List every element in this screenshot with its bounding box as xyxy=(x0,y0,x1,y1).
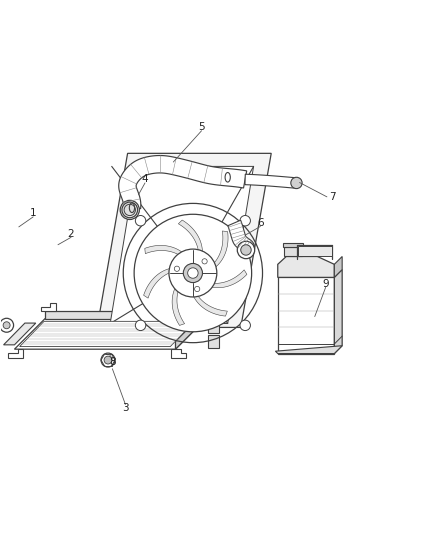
Polygon shape xyxy=(284,247,302,256)
Circle shape xyxy=(202,259,207,264)
Circle shape xyxy=(101,353,115,367)
Polygon shape xyxy=(334,270,342,353)
Polygon shape xyxy=(200,270,247,288)
Polygon shape xyxy=(228,220,254,252)
Circle shape xyxy=(3,322,10,329)
Polygon shape xyxy=(334,256,342,277)
Circle shape xyxy=(241,245,251,255)
Text: 4: 4 xyxy=(142,174,148,184)
Polygon shape xyxy=(278,256,334,277)
Circle shape xyxy=(291,177,302,189)
Text: 3: 3 xyxy=(122,403,129,413)
Text: 1: 1 xyxy=(30,208,36,219)
Polygon shape xyxy=(208,320,219,333)
Polygon shape xyxy=(208,335,219,348)
Circle shape xyxy=(169,249,217,297)
Circle shape xyxy=(120,200,139,220)
Polygon shape xyxy=(20,321,194,346)
Polygon shape xyxy=(191,284,227,316)
Polygon shape xyxy=(110,166,254,324)
Polygon shape xyxy=(204,231,228,273)
Circle shape xyxy=(174,266,180,271)
Circle shape xyxy=(124,204,135,215)
Circle shape xyxy=(187,268,198,278)
Circle shape xyxy=(122,202,138,218)
Circle shape xyxy=(194,286,200,292)
Text: 7: 7 xyxy=(329,192,336,202)
Polygon shape xyxy=(171,349,186,358)
Polygon shape xyxy=(41,303,56,311)
Text: 6: 6 xyxy=(257,218,264,228)
Polygon shape xyxy=(144,268,183,298)
Polygon shape xyxy=(245,174,296,188)
Polygon shape xyxy=(8,349,23,358)
Polygon shape xyxy=(119,156,247,209)
Circle shape xyxy=(184,263,202,282)
Circle shape xyxy=(240,320,251,330)
Polygon shape xyxy=(172,278,184,326)
Circle shape xyxy=(104,356,112,364)
Polygon shape xyxy=(45,311,206,319)
Text: 9: 9 xyxy=(322,279,329,289)
Circle shape xyxy=(135,215,146,226)
Circle shape xyxy=(135,320,146,330)
Circle shape xyxy=(0,318,14,332)
Polygon shape xyxy=(97,154,271,327)
Polygon shape xyxy=(283,244,304,247)
Polygon shape xyxy=(14,319,206,349)
Polygon shape xyxy=(4,323,36,345)
Circle shape xyxy=(134,214,252,332)
Polygon shape xyxy=(278,277,334,353)
Circle shape xyxy=(240,215,251,226)
Polygon shape xyxy=(297,246,332,256)
Polygon shape xyxy=(276,346,342,353)
Text: 5: 5 xyxy=(198,122,205,132)
Polygon shape xyxy=(145,245,191,263)
Text: 8: 8 xyxy=(109,357,116,367)
Circle shape xyxy=(237,241,254,259)
Polygon shape xyxy=(178,220,202,264)
Polygon shape xyxy=(176,311,206,349)
Text: 2: 2 xyxy=(68,229,74,239)
